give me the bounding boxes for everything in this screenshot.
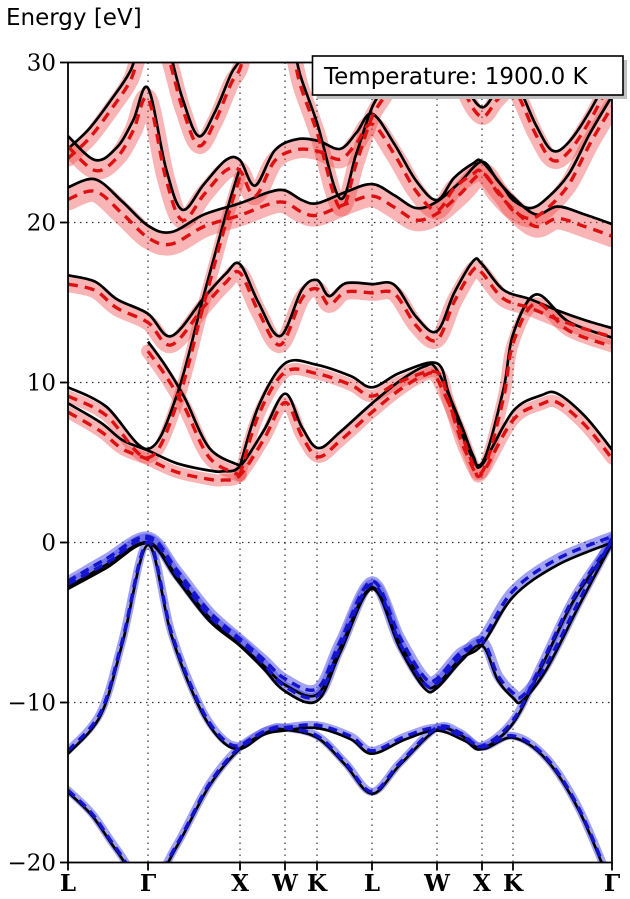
- band-renormalized-conduction-4: [146, 350, 241, 477]
- band-renormalized-upper-1: [68, 265, 612, 347]
- renormalized-bands: [68, 62, 612, 863]
- band-renormalized-conduction-1: [68, 371, 612, 483]
- x-tick-label-W: W: [423, 870, 451, 897]
- band-renormalized-valence-3: [68, 536, 612, 700]
- band-reference-conduction-4: [146, 340, 241, 467]
- x-tick-label-Γ: Γ: [604, 870, 621, 897]
- x-tick-label-K: K: [307, 870, 328, 897]
- y-tick-label: −10: [7, 691, 56, 717]
- band-renormalized-valence-1: [68, 724, 605, 863]
- band-reference-upper-1: [68, 257, 612, 338]
- band-halo-valence-4: [68, 531, 612, 696]
- y-tick-label: 10: [27, 371, 56, 397]
- band-renormalized-conduction-2: [68, 176, 242, 460]
- legend-box: Temperature: 1900.0 K: [311, 55, 627, 99]
- x-tick-label-Γ: Γ: [140, 870, 157, 897]
- band-renormalized-valence-4: [68, 534, 612, 692]
- band-reference-conduction-3: [238, 293, 612, 467]
- band-renormalized-valence-2: [68, 540, 612, 753]
- band-reference-valence-2: [68, 543, 612, 756]
- y-tick-label: 20: [27, 211, 56, 237]
- band-halo-conduction-1: [68, 366, 612, 487]
- band-reference-conduction-1: [68, 362, 612, 474]
- band-reference-valence-4: [68, 541, 612, 698]
- band-reference-conduction-2: [68, 167, 242, 451]
- band-reference-valence-1: [68, 726, 604, 863]
- legend-temperature-label: Temperature: 1900.0 K: [323, 64, 589, 90]
- band-reference-upper-3: [68, 85, 612, 212]
- y-tick-label: 0: [41, 531, 56, 557]
- x-tick-label-W: W: [271, 870, 299, 897]
- y-tick-label: −20: [7, 851, 56, 877]
- legend-frame: [311, 55, 624, 96]
- band-reference-upper-2: [68, 160, 612, 234]
- band-renormalized-upper-2: [68, 172, 612, 247]
- x-tick-label-K: K: [503, 870, 524, 897]
- y-tick-label: 30: [27, 51, 56, 77]
- band-halo-valence-3: [68, 533, 612, 704]
- x-tick-label-X: X: [473, 870, 491, 897]
- x-tick-label-X: X: [231, 870, 249, 897]
- x-tick-label-L: L: [60, 870, 76, 897]
- y-axis-title: Energy [eV]: [6, 5, 142, 31]
- axis-ticks: [60, 61, 613, 871]
- x-tick-label-L: L: [364, 870, 380, 897]
- band-renormalized-conduction-3: [238, 301, 612, 476]
- band-renormalized-upper-3: [68, 95, 612, 222]
